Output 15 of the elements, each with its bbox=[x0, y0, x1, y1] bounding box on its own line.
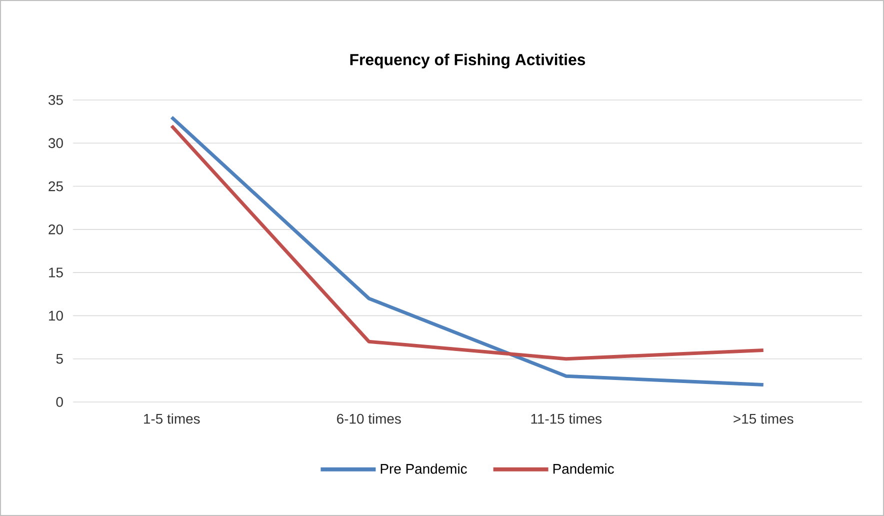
x-tick-label: 6-10 times bbox=[337, 414, 401, 424]
y-tick-label: 10 bbox=[49, 310, 63, 321]
y-tick-label: 15 bbox=[49, 268, 63, 278]
y-tick-label: 30 bbox=[48, 138, 63, 148]
legend-label: Pandemic bbox=[553, 464, 614, 474]
x-tick-label: 11-15 times bbox=[531, 414, 602, 424]
y-tick-label: 20 bbox=[48, 224, 63, 234]
chart-title: Frequency of Fishing Activities bbox=[350, 54, 586, 68]
y-tick-label: 5 bbox=[56, 354, 63, 364]
y-tick-label: 0 bbox=[56, 397, 63, 407]
x-tick-label: >15 times bbox=[734, 414, 794, 424]
y-tick-label: 25 bbox=[48, 181, 63, 192]
x-tick-label: 1-5 times bbox=[144, 414, 200, 424]
y-tick-label: 35 bbox=[48, 95, 63, 105]
legend-label: Pre Pandemic bbox=[380, 464, 467, 474]
